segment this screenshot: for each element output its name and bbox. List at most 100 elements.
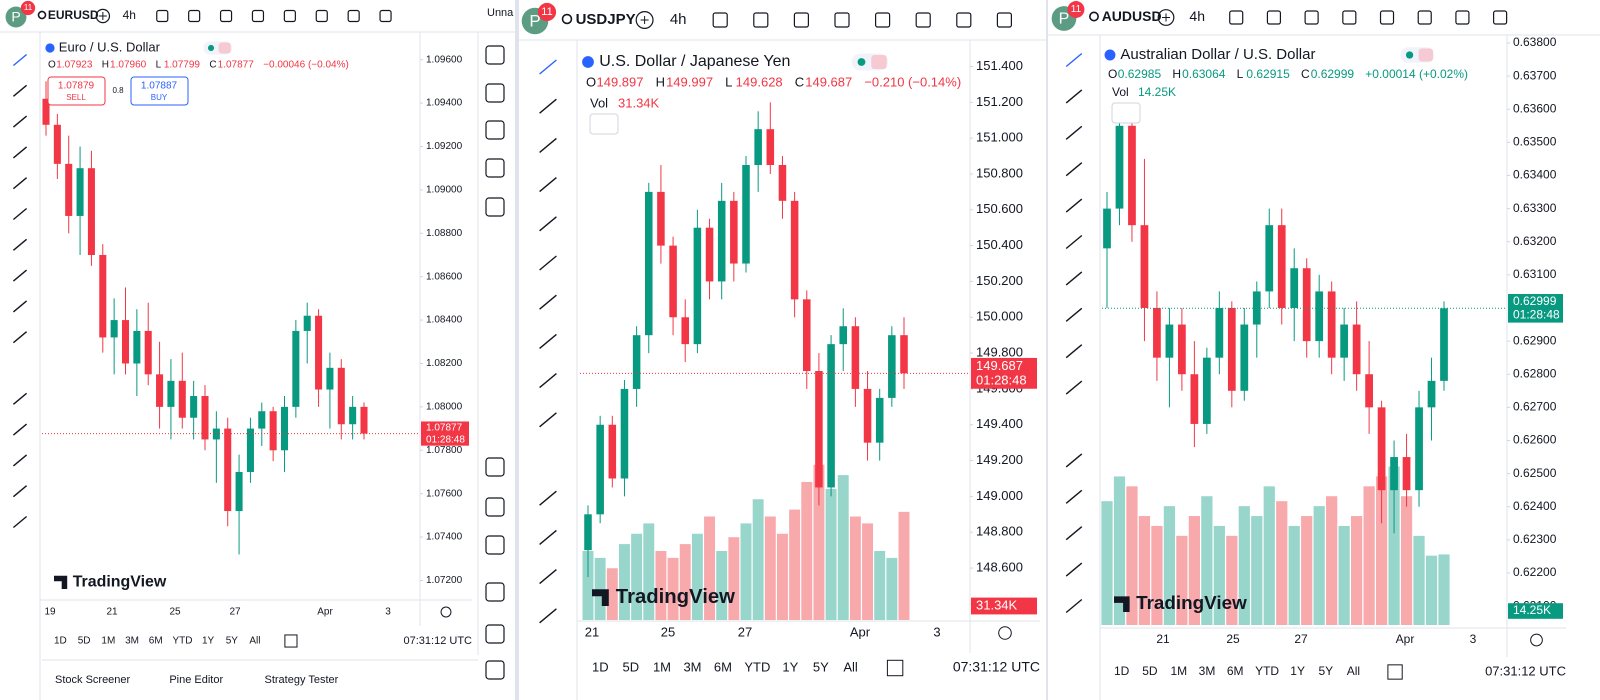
avatar[interactable] (5, 6, 27, 28)
drawing-tool[interactable] (12, 300, 28, 313)
side-icon[interactable] (485, 624, 505, 644)
toolbar-icon[interactable] (753, 12, 769, 28)
range-button[interactable]: 1M (653, 659, 671, 674)
layout-name[interactable]: Unna (487, 7, 514, 19)
toolbar-icon[interactable] (1342, 10, 1357, 25)
side-icon[interactable] (485, 457, 505, 477)
drawing-tool[interactable] (539, 490, 557, 506)
drawing-tool[interactable] (12, 454, 28, 467)
drawing-tool[interactable] (1065, 380, 1083, 395)
drawing-tool[interactable] (1065, 52, 1083, 68)
drawing-tool[interactable] (12, 146, 28, 159)
toolbar-icon[interactable] (251, 9, 265, 23)
drawing-tool[interactable] (12, 84, 28, 97)
toolbar-icon[interactable] (283, 9, 296, 23)
drawing-tool[interactable] (539, 137, 557, 153)
toolbar-icon[interactable] (347, 9, 360, 23)
toolbar-icon[interactable] (874, 12, 891, 28)
settings-icon[interactable] (440, 606, 452, 618)
toolbar-icon[interactable] (156, 9, 169, 23)
side-icon[interactable] (485, 83, 505, 103)
drawing-tool[interactable] (539, 529, 557, 545)
symbol[interactable]: AUDUSD (1102, 8, 1162, 24)
range-button[interactable]: 5D (622, 659, 639, 674)
drawing-tool[interactable] (539, 608, 557, 624)
drawing-tool[interactable] (1065, 198, 1083, 213)
range-button[interactable]: 6M (1227, 664, 1244, 678)
range-button[interactable]: All (1347, 664, 1360, 678)
toolbar-icon[interactable] (1266, 10, 1282, 25)
toolbar-icon[interactable] (915, 12, 931, 28)
drawing-tool[interactable] (12, 485, 28, 498)
side-icon[interactable] (485, 45, 505, 65)
drawing-tool[interactable] (12, 207, 28, 221)
range-button[interactable]: 3M (683, 659, 701, 674)
toolbar-icon[interactable] (956, 12, 972, 28)
toolbar-icon[interactable] (1417, 10, 1432, 25)
range-button[interactable]: 3M (1199, 664, 1216, 678)
drawing-tool[interactable] (539, 177, 557, 193)
drawing-tool[interactable] (12, 177, 28, 190)
date-range-icon[interactable] (284, 634, 298, 648)
drawing-tool[interactable] (539, 569, 557, 585)
drawing-tool[interactable] (539, 333, 557, 349)
range-button[interactable]: 5Y (1319, 664, 1334, 678)
interval[interactable]: 4h (670, 11, 687, 28)
range-button[interactable]: All (249, 636, 260, 647)
range-button[interactable]: All (843, 659, 858, 674)
drawing-tool[interactable] (12, 392, 28, 405)
bottom-tab[interactable]: Pine Editor (169, 674, 223, 686)
range-button[interactable]: 6M (714, 659, 732, 674)
range-button[interactable]: 1D (592, 659, 609, 674)
toolbar-icon[interactable] (219, 9, 233, 23)
date-range-icon[interactable] (886, 659, 904, 677)
drawing-tool[interactable] (1065, 526, 1083, 541)
settings-icon[interactable] (1530, 633, 1543, 647)
drawing-tool[interactable] (1065, 234, 1083, 250)
range-button[interactable]: 1D (54, 636, 67, 647)
range-button[interactable]: YTD (744, 659, 770, 674)
add-symbol[interactable] (635, 11, 654, 29)
range-button[interactable]: 5Y (226, 636, 239, 647)
bottom-tab[interactable]: Strategy Tester (265, 674, 339, 686)
toolbar-icon[interactable] (793, 12, 810, 28)
collapse-button[interactable] (1111, 102, 1141, 124)
side-icon[interactable] (485, 660, 505, 680)
search-icon[interactable] (37, 10, 47, 20)
drawing-tool[interactable] (539, 412, 557, 428)
buy-button[interactable] (130, 76, 189, 106)
drawing-tool[interactable] (1065, 271, 1083, 286)
side-icon[interactable] (485, 120, 505, 140)
drawing-tool[interactable] (12, 331, 28, 344)
drawing-tool[interactable] (1065, 562, 1083, 577)
drawing-tool[interactable] (539, 255, 557, 271)
range-button[interactable]: 1M (1170, 664, 1187, 678)
side-icon[interactable] (485, 197, 505, 217)
toolbar-icon[interactable] (712, 12, 728, 28)
range-button[interactable]: YTD (173, 636, 193, 647)
toolbar-icon[interactable] (1455, 10, 1470, 25)
range-button[interactable]: 5D (1142, 664, 1158, 678)
drawing-tool[interactable] (539, 373, 557, 389)
range-button[interactable]: 5Y (813, 659, 829, 674)
add-symbol[interactable] (1157, 9, 1175, 26)
bottom-tab[interactable]: Stock Screener (55, 674, 131, 686)
drawing-tool[interactable] (539, 294, 557, 310)
toolbar-icon[interactable] (1304, 10, 1319, 25)
drawing-tool[interactable] (1065, 89, 1083, 104)
range-button[interactable]: 1Y (202, 636, 215, 647)
drawing-tool[interactable] (1065, 453, 1083, 468)
toolbar-icon[interactable] (379, 9, 392, 23)
drawing-tool[interactable] (12, 269, 28, 282)
drawing-tool[interactable] (12, 515, 28, 529)
side-icon[interactable] (485, 582, 505, 602)
drawing-tool[interactable] (12, 423, 28, 436)
drawing-tool[interactable] (539, 216, 557, 232)
drawing-tool[interactable] (539, 98, 557, 114)
drawing-tool[interactable] (539, 59, 557, 75)
drawing-tool[interactable] (1065, 162, 1083, 177)
drawing-tool[interactable] (1065, 489, 1083, 504)
drawing-tool[interactable] (1065, 125, 1083, 140)
range-button[interactable]: 6M (149, 636, 163, 647)
settings-icon[interactable] (998, 626, 1012, 640)
